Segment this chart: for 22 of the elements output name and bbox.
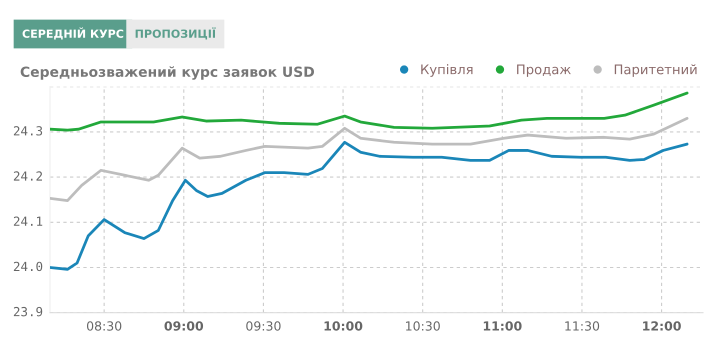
legend-label: Продаж bbox=[517, 64, 571, 77]
line-series bbox=[50, 92, 688, 132]
x-tick-label: 11:30 bbox=[565, 321, 600, 331]
x-tick-label: 08:30 bbox=[86, 321, 122, 331]
y-tick-label: 24.2 bbox=[14, 171, 42, 181]
legend-label: Паритетний bbox=[614, 64, 697, 77]
line-series bbox=[50, 140, 688, 271]
x-tick-label: 09:30 bbox=[246, 321, 281, 331]
y-tick-label: 24.1 bbox=[14, 216, 42, 226]
x-tick-label: 09:00 bbox=[164, 321, 204, 331]
text: ПРОПОЗИЦІЇ bbox=[136, 27, 216, 40]
legend-label: Купівля bbox=[421, 64, 472, 77]
x-tick-label: 12:00 bbox=[643, 321, 681, 331]
line-series bbox=[50, 116, 688, 202]
text: СЕРЕДНІЙ КУРС bbox=[22, 27, 124, 40]
chart-title: Середньозважений курс заявок USD bbox=[20, 66, 314, 80]
x-tick-label: 10:00 bbox=[324, 321, 362, 331]
x-tick-label: 10:30 bbox=[406, 321, 440, 331]
y-tick-label: 24.3 bbox=[14, 126, 42, 136]
y-tick-label: 23.9 bbox=[14, 306, 42, 316]
x-tick-label: 11:00 bbox=[484, 321, 522, 331]
y-tick-label: 24.0 bbox=[14, 262, 42, 272]
